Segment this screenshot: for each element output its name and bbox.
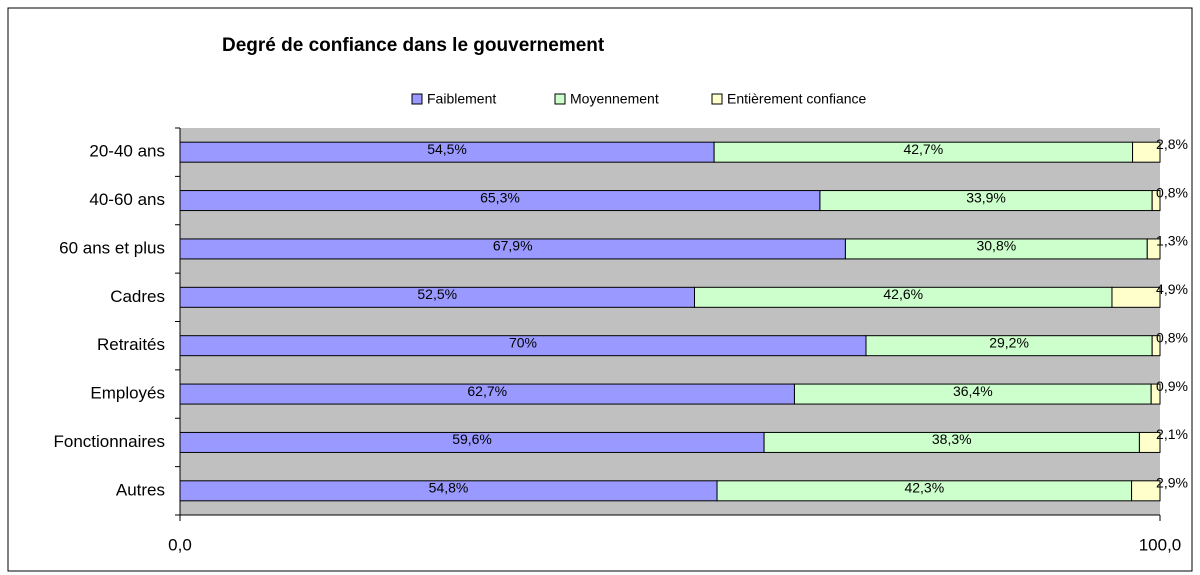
bar-segment xyxy=(1151,335,1161,357)
x-tick-label: 100,0 xyxy=(1139,535,1182,554)
legend-label: Moyennement xyxy=(570,91,659,107)
legend-label: Faiblement xyxy=(427,91,496,107)
value-label: 30,8% xyxy=(976,238,1016,254)
value-label: 4,9% xyxy=(1156,281,1188,297)
value-label: 54,8% xyxy=(429,480,469,496)
bar-segment xyxy=(1131,480,1161,502)
value-label: 42,7% xyxy=(903,141,943,157)
bar-segment xyxy=(1146,238,1161,260)
value-label: 2,1% xyxy=(1156,426,1188,442)
value-label: 33,9% xyxy=(966,189,1006,205)
value-label: 67,9% xyxy=(493,238,533,254)
y-tick-label: 40-60 ans xyxy=(89,190,165,209)
y-tick-label: Fonctionnaires xyxy=(53,432,165,451)
plot-area xyxy=(180,128,1160,515)
bar-segment xyxy=(1151,190,1161,212)
value-label: 70% xyxy=(509,334,537,350)
bar-segment xyxy=(1150,383,1161,405)
bar-segment xyxy=(1132,141,1161,163)
value-label: 54,5% xyxy=(427,141,467,157)
y-tick-label: Autres xyxy=(116,480,165,499)
value-label: 59,6% xyxy=(452,431,492,447)
value-label: 0,8% xyxy=(1156,184,1188,200)
value-label: 0,8% xyxy=(1156,329,1188,345)
chart-title: Degré de confiance dans le gouvernement xyxy=(222,35,605,56)
value-label: 1,3% xyxy=(1156,233,1188,249)
y-tick-label: Employés xyxy=(90,384,165,403)
value-label: 65,3% xyxy=(480,189,520,205)
value-label: 42,6% xyxy=(883,286,923,302)
y-tick-label: 60 ans et plus xyxy=(59,238,165,257)
value-label: 52,5% xyxy=(417,286,457,302)
y-tick-label: Cadres xyxy=(110,287,165,306)
y-tick-label: 20-40 ans xyxy=(89,142,165,161)
legend-swatch xyxy=(411,93,423,105)
y-tick-label: Retraités xyxy=(97,335,165,354)
value-label: 62,7% xyxy=(467,383,507,399)
value-label: 2,9% xyxy=(1156,475,1188,491)
legend-label: Entièrement confiance xyxy=(727,91,867,107)
legend-swatch xyxy=(711,93,723,105)
value-label: 38,3% xyxy=(932,431,972,447)
bar-segment xyxy=(1138,431,1161,453)
bar-segment xyxy=(1111,286,1161,308)
legend-swatch xyxy=(554,93,566,105)
value-label: 2,8% xyxy=(1156,136,1188,152)
value-label: 0,9% xyxy=(1156,378,1188,394)
value-label: 29,2% xyxy=(989,334,1029,350)
value-label: 42,3% xyxy=(904,480,944,496)
x-tick-label: 0,0 xyxy=(168,535,192,554)
value-label: 36,4% xyxy=(953,383,993,399)
